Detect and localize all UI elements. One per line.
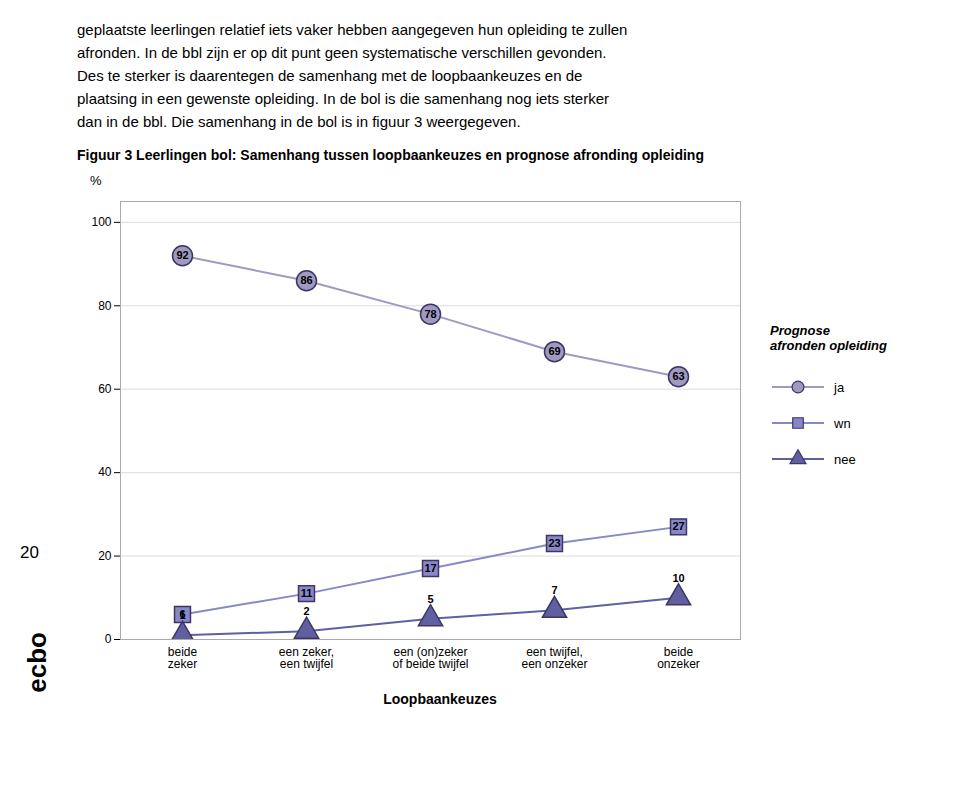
html-text:Figuur 3 Leerlingen bol: Samen: Figuur 3 Leerlingen bol: Samenhang tusse…	[77, 147, 704, 163]
svg-text:5: 5	[427, 593, 433, 605]
svg-text:20: 20	[98, 549, 112, 563]
html-text:nee: nee	[834, 451, 856, 467]
html-text:ecbo: ecbo	[22, 632, 52, 693]
svg-text:92: 92	[176, 249, 188, 261]
svg-text:63: 63	[672, 370, 684, 382]
svg-text:23: 23	[548, 537, 560, 549]
svg-text:10: 10	[672, 572, 684, 584]
svg-text:0: 0	[105, 632, 112, 646]
html-text:wn: wn	[834, 415, 851, 431]
html-text:Loopbaankeuzes: Loopbaankeuzes	[383, 691, 497, 707]
svg-text:11: 11	[301, 587, 313, 599]
html-text:ja: ja	[834, 379, 845, 395]
svg-text:een twijfel,een onzeker: een twijfel,een onzeker	[521, 645, 587, 671]
html-text:Prognose afronden opleiding: Prognose afronden opleiding	[770, 323, 887, 353]
svg-text:2: 2	[303, 605, 309, 617]
svg-text:69: 69	[548, 345, 560, 357]
svg-text:een zeker,een twijfel: een zeker,een twijfel	[279, 645, 334, 671]
svg-text:beideonzeker: beideonzeker	[657, 645, 700, 671]
svg-text:100: 100	[91, 215, 111, 229]
html-text:20: 20	[20, 543, 39, 562]
svg-text:17: 17	[424, 562, 436, 574]
svg-text:86: 86	[300, 274, 312, 286]
svg-text:een (on)zekerof beide twijfel: een (on)zekerof beide twijfel	[392, 645, 468, 671]
svg-text:beidezeker: beidezeker	[168, 645, 198, 671]
svg-text:78: 78	[424, 308, 436, 320]
svg-text:7: 7	[551, 584, 557, 596]
svg-text:80: 80	[98, 299, 112, 313]
html-text:geplaatste leerlingen relatief: geplaatste leerlingen relatief iets vake…	[77, 21, 628, 130]
svg-text:60: 60	[98, 382, 112, 396]
svg-text:27: 27	[672, 520, 684, 532]
svg-text:40: 40	[98, 465, 112, 479]
svg-text:1: 1	[179, 609, 185, 621]
